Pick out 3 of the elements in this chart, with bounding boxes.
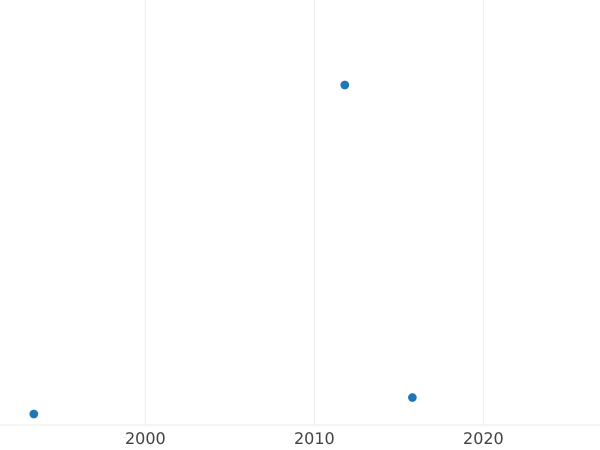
- x-tick-label: 2010: [294, 429, 335, 448]
- x-tick-label: 2020: [463, 429, 504, 448]
- x-tick-label: 2000: [124, 429, 166, 448]
